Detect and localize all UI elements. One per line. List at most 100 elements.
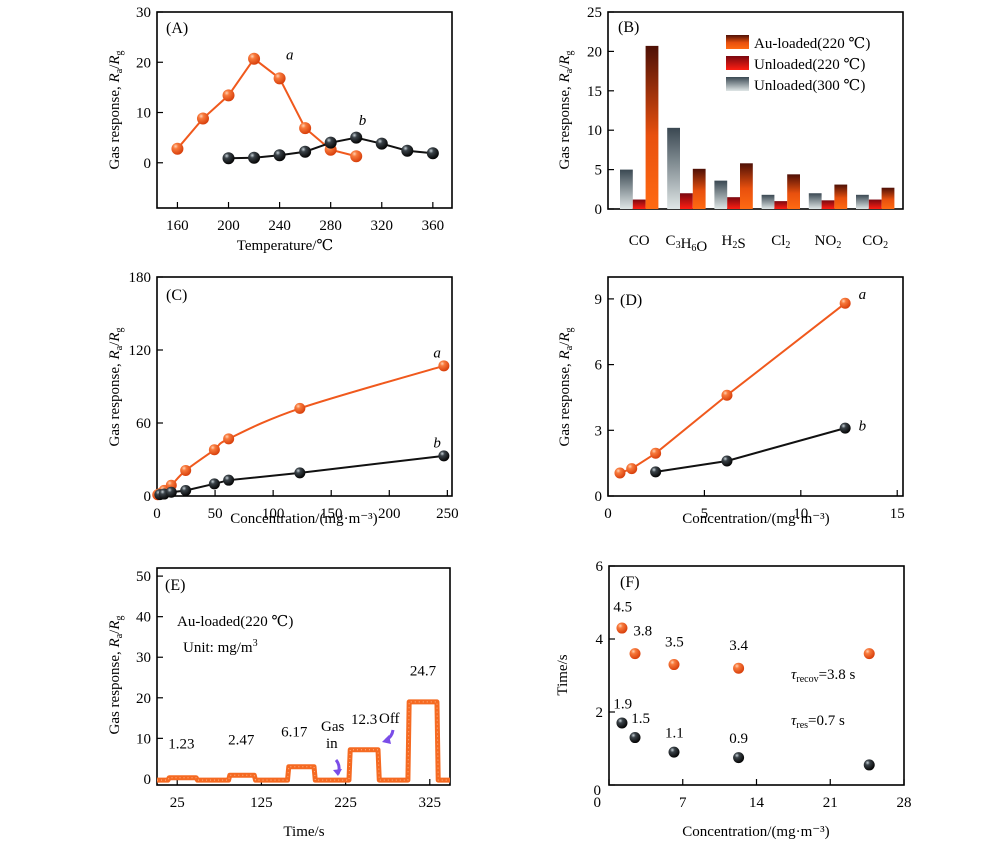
x-tick-label: 250 xyxy=(436,506,459,522)
data-point-b xyxy=(222,152,235,165)
series-line-b xyxy=(655,427,846,473)
note-unit: Unit: mg/m3 xyxy=(183,638,258,656)
pulse-concentration-label: 2.47 xyxy=(228,732,255,748)
x-tick-label: 325 xyxy=(419,795,442,811)
data-point-b xyxy=(324,136,337,149)
bar-red xyxy=(868,199,882,209)
x-tick-label: 25 xyxy=(170,795,185,811)
y-tick-label: 0 xyxy=(144,156,152,172)
data-point-recovery xyxy=(616,622,628,634)
response-trace xyxy=(157,699,450,783)
x-tick-label: 10 xyxy=(793,506,808,522)
y-axis-label: Gas response, Ra/Rg xyxy=(107,615,125,734)
series-annotation: a xyxy=(859,287,867,303)
bar-red xyxy=(680,193,693,209)
y-tick-label: 2 xyxy=(596,705,604,721)
note-sample: Au-loaded(220 ℃) xyxy=(177,614,293,630)
category-label: CO xyxy=(629,233,650,249)
series-annotation: b xyxy=(859,418,867,434)
plot-frame xyxy=(607,11,904,210)
panel-label: (C) xyxy=(166,287,187,304)
plot-frame xyxy=(156,567,451,786)
gas-in-label-1: Gas xyxy=(321,719,344,735)
bar-orange xyxy=(692,168,706,209)
series-annotation: a xyxy=(286,48,294,64)
data-point-b xyxy=(401,144,414,157)
category-label: Cl2 xyxy=(771,233,790,251)
data-point-a xyxy=(721,389,733,401)
data-point-a xyxy=(171,142,184,155)
data-label: 3.5 xyxy=(665,634,684,650)
data-point-b xyxy=(294,467,306,479)
data-point-a xyxy=(273,72,286,85)
panel-label: (E) xyxy=(165,577,185,594)
data-point-a xyxy=(248,52,261,65)
y-axis-label: Gas response, Ra/Rg xyxy=(107,50,125,169)
panel-c: (C) Gas response, Ra/Rg 0 60 120 180 0 50 100 1… xyxy=(107,270,459,527)
panel-a: (A) Temperature/℃ Gas response, Ra/Rg 0 1… xyxy=(107,5,453,254)
y-tick-label: 6 xyxy=(595,358,603,374)
y-tick-label: 0 xyxy=(144,772,152,788)
pulse-concentration-label: 6.17 xyxy=(281,724,308,740)
bar-red xyxy=(727,197,740,209)
panel-label: (D) xyxy=(620,292,642,309)
data-label: 3.4 xyxy=(729,638,748,654)
gas-in-label-2: in xyxy=(326,736,338,752)
y-tick-label: 20 xyxy=(136,55,151,71)
data-point-a xyxy=(208,444,220,456)
x-tick-label: 200 xyxy=(217,218,240,234)
bar-orange xyxy=(740,163,753,209)
y-axis-label: Gas response, Ra/Rg xyxy=(107,327,125,446)
data-point-b xyxy=(426,147,439,160)
y-axis-label: Gas response, Ra/Rg xyxy=(557,50,575,169)
pulse-concentration-label: 24.7 xyxy=(410,663,437,679)
x-tick-label: 14 xyxy=(749,795,765,811)
x-tick-label: 100 xyxy=(262,506,285,522)
data-point-b xyxy=(438,450,450,462)
bar-orange xyxy=(881,187,895,209)
x-tick-label: 160 xyxy=(166,218,189,234)
plot-frame xyxy=(156,276,453,497)
y-tick-label: 10 xyxy=(587,123,602,139)
legend-swatch-orange xyxy=(726,35,749,49)
bar-gray xyxy=(714,180,728,209)
series-line-a xyxy=(619,302,846,474)
data-point-b xyxy=(375,137,388,150)
data-point-response xyxy=(629,732,641,744)
y-tick-label: 50 xyxy=(136,569,151,585)
bar-gray xyxy=(856,194,869,209)
data-point-b xyxy=(650,466,662,478)
data-point-recovery xyxy=(863,648,875,660)
origin-label: 0 xyxy=(594,783,602,799)
y-tick-label: 30 xyxy=(136,5,151,21)
x-tick-label: 360 xyxy=(422,218,445,234)
data-point-a xyxy=(839,297,851,309)
y-tick-label: 30 xyxy=(136,650,151,666)
off-label: Off xyxy=(379,711,400,727)
y-tick-label: 40 xyxy=(136,610,151,626)
data-point-b xyxy=(223,474,235,486)
data-point-a xyxy=(222,89,235,102)
y-tick-label: 20 xyxy=(587,44,602,60)
x-tick-label: 225 xyxy=(334,795,357,811)
data-point-recovery xyxy=(629,648,641,660)
x-tick-label: 5 xyxy=(701,506,709,522)
data-label: 4.5 xyxy=(613,600,632,616)
y-tick-label: 120 xyxy=(129,343,152,359)
y-axis-label: Time/s xyxy=(555,654,571,695)
series-annotation: b xyxy=(433,435,441,451)
data-point-b xyxy=(350,131,363,144)
data-label: 1.9 xyxy=(613,696,632,712)
category-label: CO2 xyxy=(862,233,888,251)
data-point-a xyxy=(626,463,638,475)
x-tick-label: 125 xyxy=(250,795,273,811)
y-tick-label: 6 xyxy=(596,559,604,575)
bar-gray xyxy=(761,194,775,209)
data-point-response xyxy=(616,717,628,729)
x-tick-label: 15 xyxy=(890,506,905,522)
bar-red xyxy=(632,199,646,209)
data-label: 1.1 xyxy=(665,726,684,742)
panel-label: (F) xyxy=(620,574,640,591)
y-tick-label: 10 xyxy=(136,106,151,122)
